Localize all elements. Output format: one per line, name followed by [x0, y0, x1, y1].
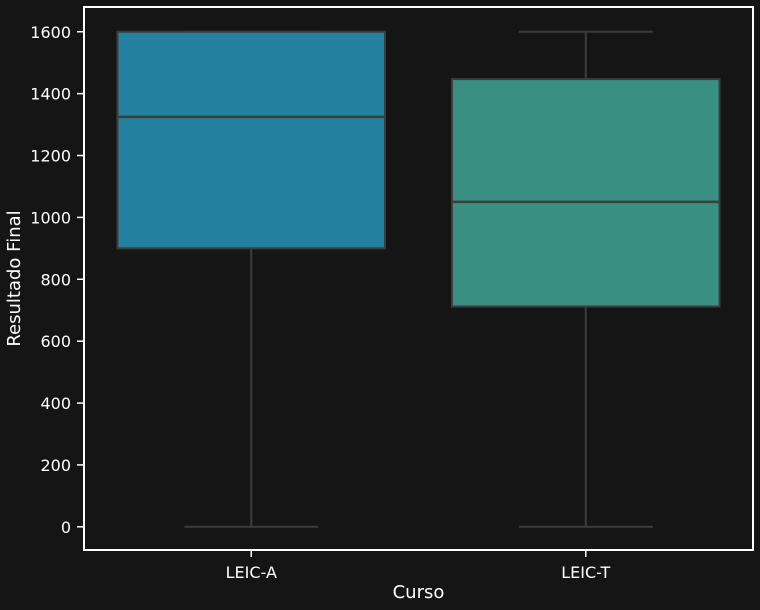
- y-tick-label: 0: [61, 518, 71, 537]
- box-leic-a: [116, 30, 387, 528]
- y-tick-label: 400: [40, 394, 71, 413]
- box-body: [116, 30, 387, 250]
- y-tick-label: 1200: [30, 147, 71, 166]
- axes-frame: [83, 6, 754, 551]
- y-tick-label: 800: [40, 270, 71, 289]
- y-tick-label: 200: [40, 456, 71, 475]
- y-tick-label: 600: [40, 332, 71, 351]
- boxes-layer: [116, 30, 721, 528]
- x-axis-ticks: LEIC-A LEIC-T: [226, 550, 610, 582]
- y-axis-ticks: 0 200 400 600 800 1000 1200 1400 1600: [30, 23, 84, 537]
- x-tick-label: LEIC-T: [561, 563, 610, 582]
- y-tick-label: 1600: [30, 23, 71, 42]
- box-leic-t: [450, 30, 721, 528]
- x-tick-label: LEIC-A: [226, 563, 277, 582]
- y-tick-label: 1400: [30, 85, 71, 104]
- box-body: [450, 78, 721, 308]
- y-tick-label: 1000: [30, 208, 71, 227]
- y-axis-label: Resultado Final: [4, 210, 25, 346]
- x-axis-label: Curso: [393, 582, 445, 603]
